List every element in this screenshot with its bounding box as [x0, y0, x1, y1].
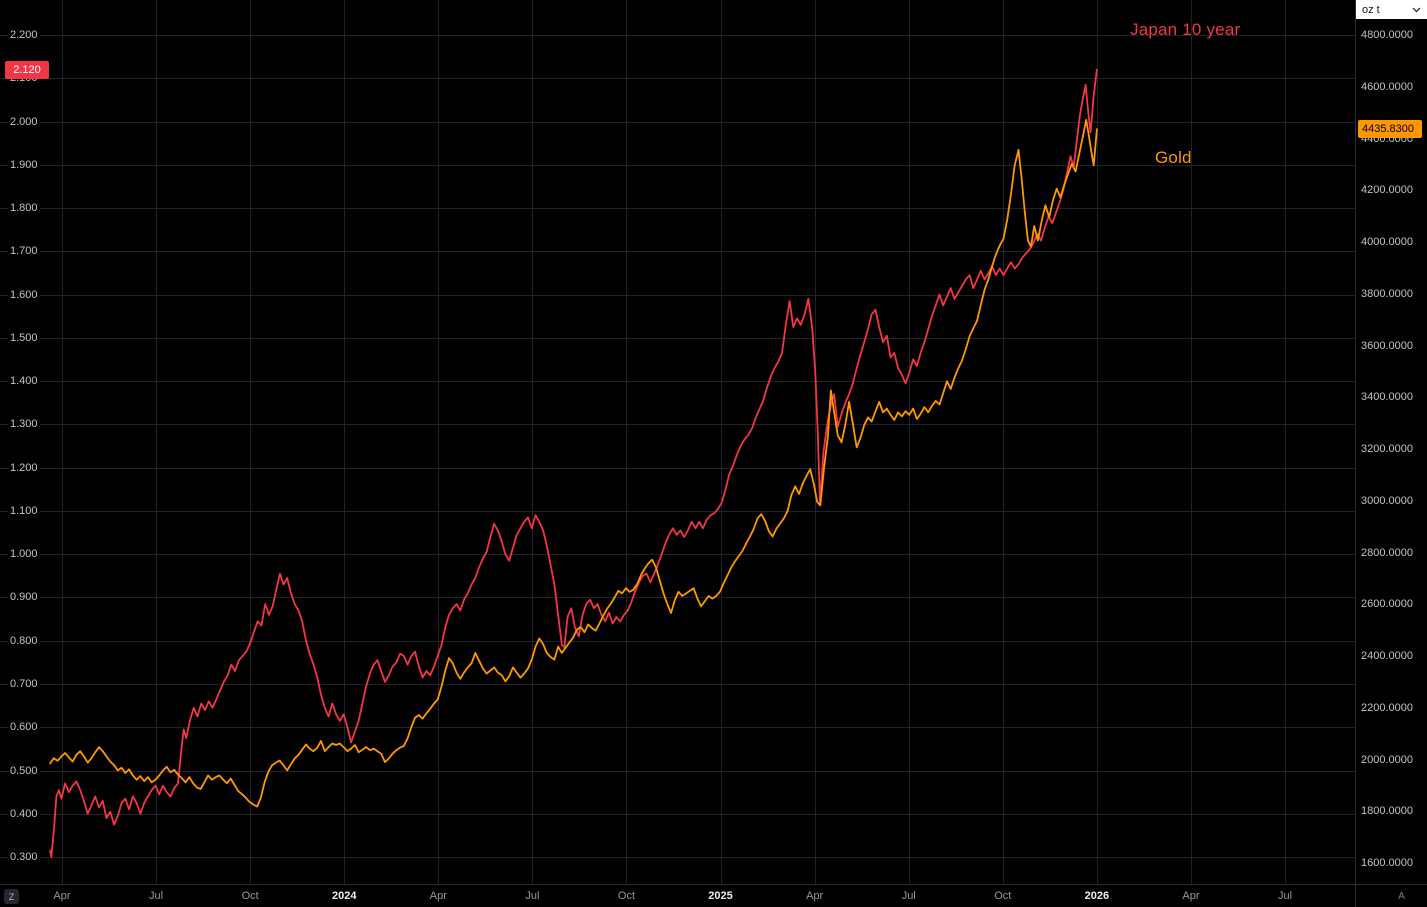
left-axis-price-label: 1.700	[8, 244, 40, 259]
left-axis-price-label: 0.400	[8, 806, 40, 821]
right-axis-price-label: 2200.0000	[1361, 701, 1413, 714]
time-axis[interactable]: Z Apr Jul Oct 2024 Apr Jul Oct 2025 Apr Jul Oct 202…	[0, 884, 1355, 907]
right-axis-price-label: 4600.0000	[1361, 80, 1413, 93]
right-axis-price-label: 2600.0000	[1361, 598, 1413, 611]
right-axis-price-label: 3400.0000	[1361, 391, 1413, 404]
time-axis-year-label: 2025	[708, 890, 733, 902]
right-price-axis[interactable]: oz t 4800.0000 4600.0000 4400.0000 4200.000…	[1355, 0, 1427, 884]
right-axis-price-label: 2800.0000	[1361, 546, 1413, 559]
axis-corner: A	[1355, 884, 1427, 907]
left-axis-price-label: 0.600	[8, 720, 40, 735]
left-axis-price-label: 1.400	[8, 374, 40, 389]
time-axis-month-label: Apr	[806, 890, 824, 902]
time-axis-month-label: Apr	[1182, 890, 1200, 902]
left-axis-price-label: 0.500	[8, 763, 40, 778]
left-axis-price-label: 0.700	[8, 677, 40, 692]
time-axis-month-label: Jul	[149, 890, 164, 902]
left-axis-price-label: 1.900	[8, 157, 40, 172]
right-axis-price-label: 2000.0000	[1361, 753, 1413, 766]
right-axis-price-label: 4000.0000	[1361, 236, 1413, 248]
time-axis-month-label: Apr	[429, 890, 447, 902]
time-axis-month-label: Oct	[617, 890, 636, 902]
right-axis-price-label: 3000.0000	[1361, 494, 1413, 507]
left-axis-price-label: 2.000	[8, 114, 40, 129]
japan-series-label[interactable]: Japan 10 year	[1130, 20, 1241, 39]
left-axis-price-label: 0.800	[8, 633, 40, 648]
chevron-down-icon	[1412, 7, 1421, 12]
left-axis-price-label: 1.100	[8, 503, 40, 518]
time-axis-month-label: Jul	[525, 890, 540, 902]
time-axis-month-label: Jul	[901, 890, 916, 902]
auto-scale-button-label: A	[1398, 891, 1405, 902]
left-axis-price-label: 2.200	[8, 28, 40, 42]
right-axis-price-label: 2400.0000	[1361, 650, 1413, 662]
time-axis-month-label: Apr	[53, 890, 71, 902]
left-axis-price-label: 0.900	[8, 590, 40, 605]
gold-last-price-badge: 4435.8300	[1358, 120, 1422, 139]
gold-line[interactable]	[49, 119, 1098, 808]
time-axis-year-label: 2026	[1084, 890, 1110, 902]
gold-series-label[interactable]: Gold	[1155, 148, 1192, 167]
gold-last-price-value: 4435.8300	[1362, 123, 1414, 136]
timezone-button-label: Z	[8, 891, 15, 902]
left-axis-price-label: 1.800	[8, 201, 40, 216]
left-axis-price-label: 1.600	[8, 287, 40, 302]
time-axis-month-label: Jul	[1278, 890, 1293, 902]
left-axis-price-label: 1.300	[8, 417, 40, 432]
japan-10-year-line[interactable]	[49, 68, 1098, 858]
time-axis-month-label: Oct	[241, 890, 259, 902]
chart-canvas[interactable]	[0, 0, 1355, 884]
auto-scale-button[interactable]: A	[1394, 889, 1409, 904]
left-axis-price-label: 0.300	[8, 850, 40, 865]
chart-plot-area[interactable]: 2.2002.1002.0001.9001.8001.7001.6001.500…	[0, 0, 1355, 884]
right-axis-price-label: 3200.0000	[1361, 443, 1413, 455]
right-axis-price-label: 1800.0000	[1361, 805, 1413, 818]
japan-last-price-value: 2.120	[13, 63, 41, 76]
left-axis-price-label: 1.500	[8, 330, 40, 345]
time-axis-month-label: Oct	[994, 890, 1012, 902]
left-axis-price-label: 1.200	[8, 460, 40, 475]
left-axis-price-label: 1.000	[8, 547, 40, 562]
right-axis-price-label: 3600.0000	[1361, 339, 1413, 352]
right-axis-price-label: 3800.0000	[1361, 287, 1413, 300]
right-axis-price-label: 1600.0000	[1361, 857, 1413, 869]
unit-selector-label: oz t	[1362, 3, 1380, 16]
timezone-button[interactable]: Z	[4, 889, 19, 904]
unit-selector[interactable]: oz t	[1356, 0, 1427, 19]
time-axis-year-label: 2024	[331, 890, 357, 902]
right-axis-price-label: 4800.0000	[1361, 29, 1413, 41]
japan-last-price-badge: 2.120	[5, 60, 49, 79]
right-axis-price-label: 4200.0000	[1361, 184, 1413, 197]
